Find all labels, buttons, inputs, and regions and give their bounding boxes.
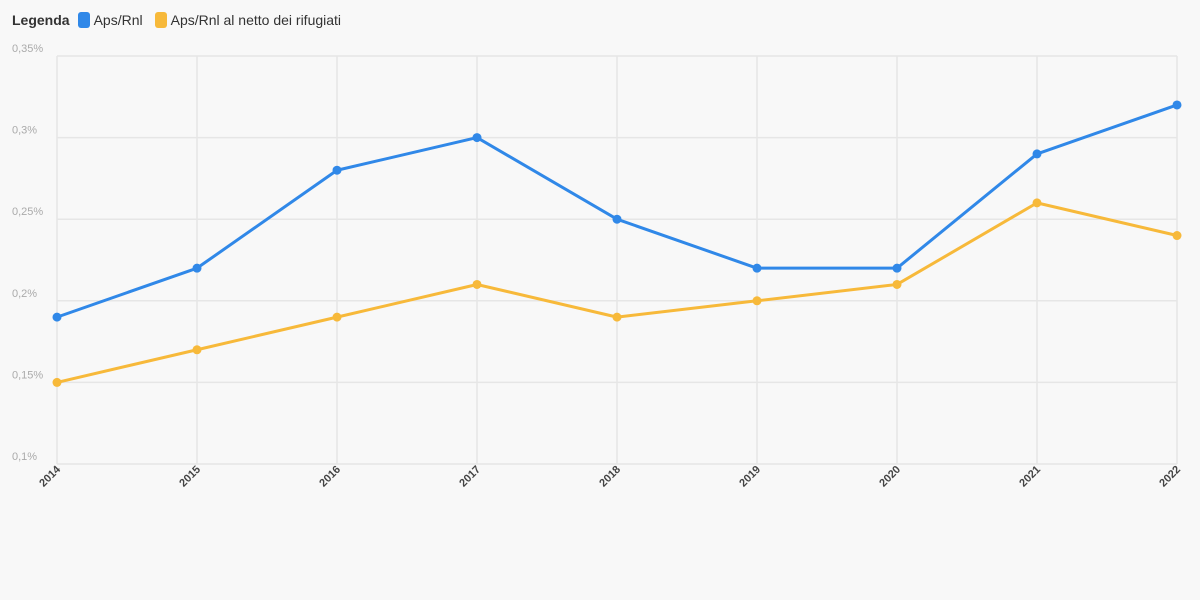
y-tick-label: 0,1% — [12, 451, 37, 463]
legend-swatch-aps-rnl — [77, 12, 90, 28]
x-tick-label: 2016 — [317, 464, 343, 490]
data-point-aps-rnl-netto[interactable] — [1032, 198, 1042, 208]
data-point-aps-rnl-netto[interactable] — [472, 279, 482, 289]
data-point-aps-rnl[interactable] — [1032, 149, 1042, 159]
data-point-aps-rnl[interactable] — [752, 263, 762, 273]
data-point-aps-rnl-netto[interactable] — [52, 377, 62, 387]
x-tick-label: 2014 — [37, 463, 63, 489]
y-tick-label: 0,25% — [12, 206, 43, 218]
x-tick-label: 2015 — [177, 464, 203, 490]
y-tick-label: 0,15% — [12, 369, 43, 381]
data-point-aps-rnl-netto[interactable] — [332, 312, 342, 322]
legend-item-aps-rnl-netto[interactable]: Aps/Rnl al netto dei rifugiati — [154, 12, 342, 28]
data-point-aps-rnl-netto[interactable] — [612, 312, 622, 322]
y-tick-label: 0,3% — [12, 125, 37, 137]
data-point-aps-rnl[interactable] — [192, 263, 202, 273]
x-tick-label: 2019 — [737, 464, 763, 490]
x-tick-label: 2020 — [877, 464, 903, 490]
x-tick-label: 2021 — [1017, 464, 1043, 490]
legend-item-aps-rnl[interactable]: Aps/Rnl — [77, 12, 143, 28]
x-tick-label: 2018 — [597, 464, 623, 490]
legend: Legenda Aps/Rnl Aps/Rnl al netto dei rif… — [12, 12, 347, 28]
data-point-aps-rnl-netto[interactable] — [892, 279, 902, 289]
data-point-aps-rnl[interactable] — [1172, 100, 1182, 110]
x-tick-label: 2022 — [1157, 464, 1183, 490]
legend-label-aps-rnl: Aps/Rnl — [93, 12, 143, 28]
x-tick-label: 2017 — [457, 464, 483, 490]
data-point-aps-rnl-netto[interactable] — [192, 345, 202, 355]
legend-swatch-aps-rnl-netto — [154, 12, 167, 28]
y-tick-label: 0,2% — [12, 288, 37, 300]
data-point-aps-rnl-netto[interactable] — [1172, 231, 1182, 241]
data-point-aps-rnl[interactable] — [892, 263, 902, 273]
y-tick-label: 0,35% — [12, 43, 43, 55]
legend-label-aps-rnl-netto: Aps/Rnl al netto dei rifugiati — [170, 12, 342, 28]
data-point-aps-rnl[interactable] — [332, 165, 342, 175]
data-point-aps-rnl-netto[interactable] — [752, 296, 762, 306]
data-point-aps-rnl[interactable] — [472, 133, 482, 143]
data-point-aps-rnl[interactable] — [612, 214, 622, 224]
legend-title: Legenda — [12, 12, 70, 28]
data-point-aps-rnl[interactable] — [52, 312, 62, 322]
